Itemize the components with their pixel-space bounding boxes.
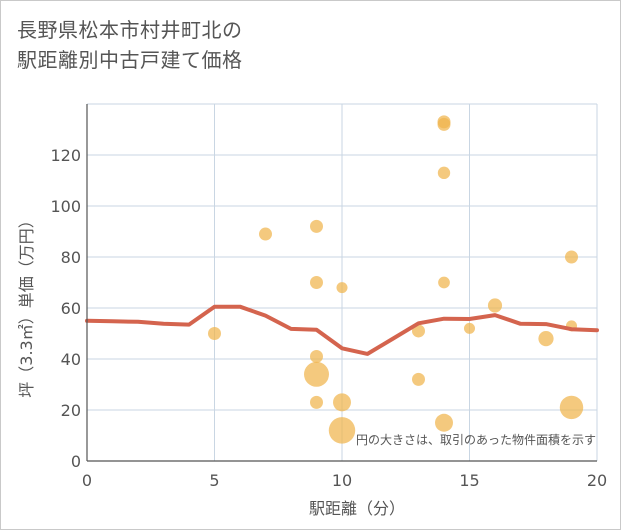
y-tick-label: 120 — [50, 146, 81, 165]
x-tick-label: 20 — [587, 471, 607, 490]
data-bubble — [437, 117, 451, 131]
data-bubble — [328, 417, 356, 444]
x-tick-label: 10 — [332, 471, 352, 490]
x-tick-label: 15 — [459, 471, 479, 490]
data-bubble — [487, 298, 503, 313]
y-tick-label: 60 — [61, 299, 81, 318]
y-tick-label: 100 — [50, 197, 81, 216]
axes — [86, 104, 597, 462]
data-bubble — [208, 327, 221, 340]
average-price-line — [85, 304, 599, 356]
tick-labels: 0 5 10 15 20 0 20 40 60 80 100 120 — [50, 146, 607, 490]
chart-title-line-1: 長野県松本市村井町北の — [17, 18, 243, 42]
data-bubble — [438, 276, 450, 289]
y-tick-label: 80 — [61, 248, 81, 267]
data-bubble — [463, 322, 476, 334]
grid — [87, 103, 598, 461]
bubble-size-note: 円の大きさは、取引のあった物件面積を示す — [356, 432, 596, 447]
data-bubble — [304, 361, 329, 387]
data-bubble — [336, 282, 348, 294]
y-tick-label: 40 — [61, 350, 81, 369]
y-tick-label: 0 — [71, 452, 81, 471]
average-line-layer — [85, 304, 599, 356]
data-bubble — [565, 250, 578, 264]
chart-title-line-2: 駅距離別中古戸建て価格 — [17, 48, 243, 72]
data-bubble — [437, 166, 451, 180]
chart-title: 長野県松本市村井町北の 駅距離別中古戸建て価格 — [17, 15, 243, 75]
x-axis-label: 駅距離（分） — [309, 499, 405, 518]
data-bubble — [259, 227, 272, 241]
y-axis-label: 坪（3.3㎡）単価（万円） — [17, 212, 36, 397]
data-bubble — [538, 331, 554, 347]
x-tick-label: 5 — [209, 471, 219, 490]
bubbles — [208, 115, 584, 444]
data-bubble — [435, 413, 453, 432]
data-bubble — [310, 276, 323, 289]
x-tick-label: 0 — [82, 471, 92, 490]
data-bubble — [310, 349, 323, 363]
data-bubble — [412, 372, 425, 386]
data-bubble — [559, 395, 584, 420]
data-bubble — [333, 393, 351, 412]
data-bubble — [412, 324, 425, 338]
data-bubble — [310, 219, 323, 233]
data-bubble — [310, 395, 323, 409]
y-tick-label: 20 — [61, 401, 81, 420]
